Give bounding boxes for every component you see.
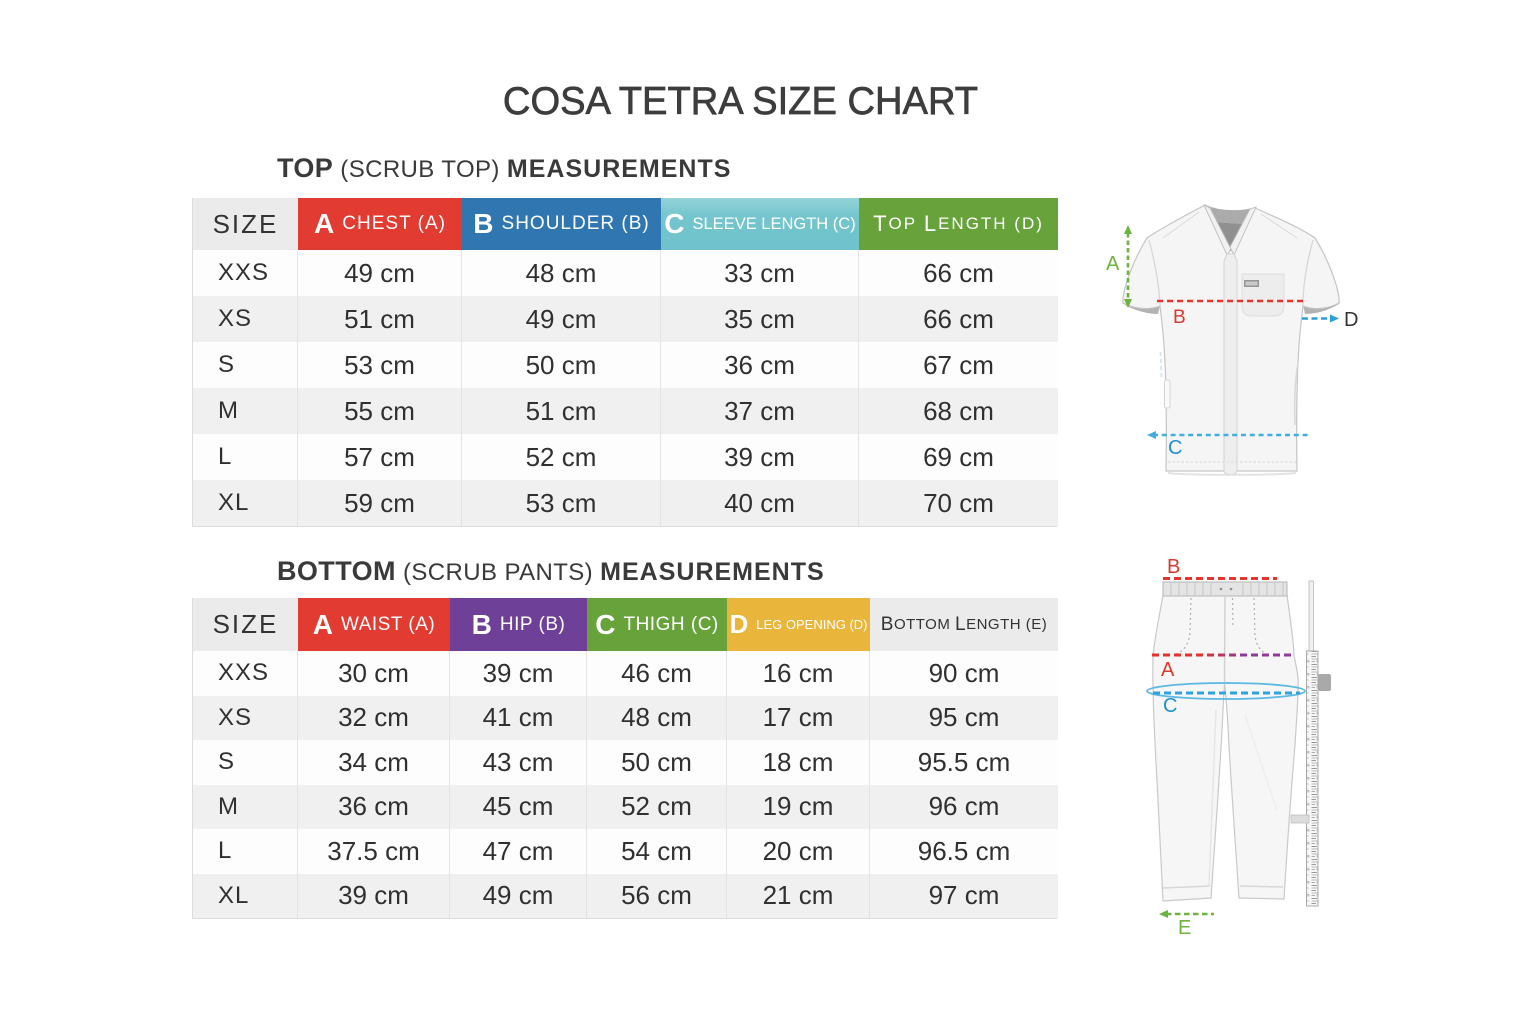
- svg-text:D: D: [1344, 309, 1358, 331]
- svg-text:A: A: [1106, 253, 1120, 275]
- svg-text:B: B: [1173, 307, 1186, 328]
- svg-text:E: E: [1178, 917, 1191, 939]
- svg-text:C: C: [1163, 695, 1177, 717]
- svg-text:B: B: [1167, 556, 1180, 578]
- svg-text:A: A: [1161, 659, 1175, 681]
- svg-text:C: C: [1168, 437, 1182, 459]
